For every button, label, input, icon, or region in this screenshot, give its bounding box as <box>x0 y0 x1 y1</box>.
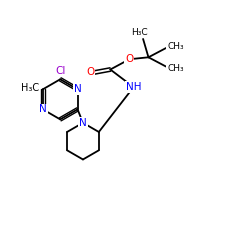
Text: N: N <box>74 84 82 94</box>
Text: N: N <box>39 104 47 114</box>
Text: CH₃: CH₃ <box>167 42 184 51</box>
Text: O: O <box>86 68 94 78</box>
Text: H₃C: H₃C <box>131 28 148 36</box>
Text: O: O <box>125 54 134 64</box>
Text: Cl: Cl <box>55 66 66 76</box>
Text: H₃C: H₃C <box>21 83 39 93</box>
Text: CH₃: CH₃ <box>167 64 184 73</box>
Text: NH: NH <box>126 82 141 92</box>
Text: N: N <box>79 118 87 128</box>
